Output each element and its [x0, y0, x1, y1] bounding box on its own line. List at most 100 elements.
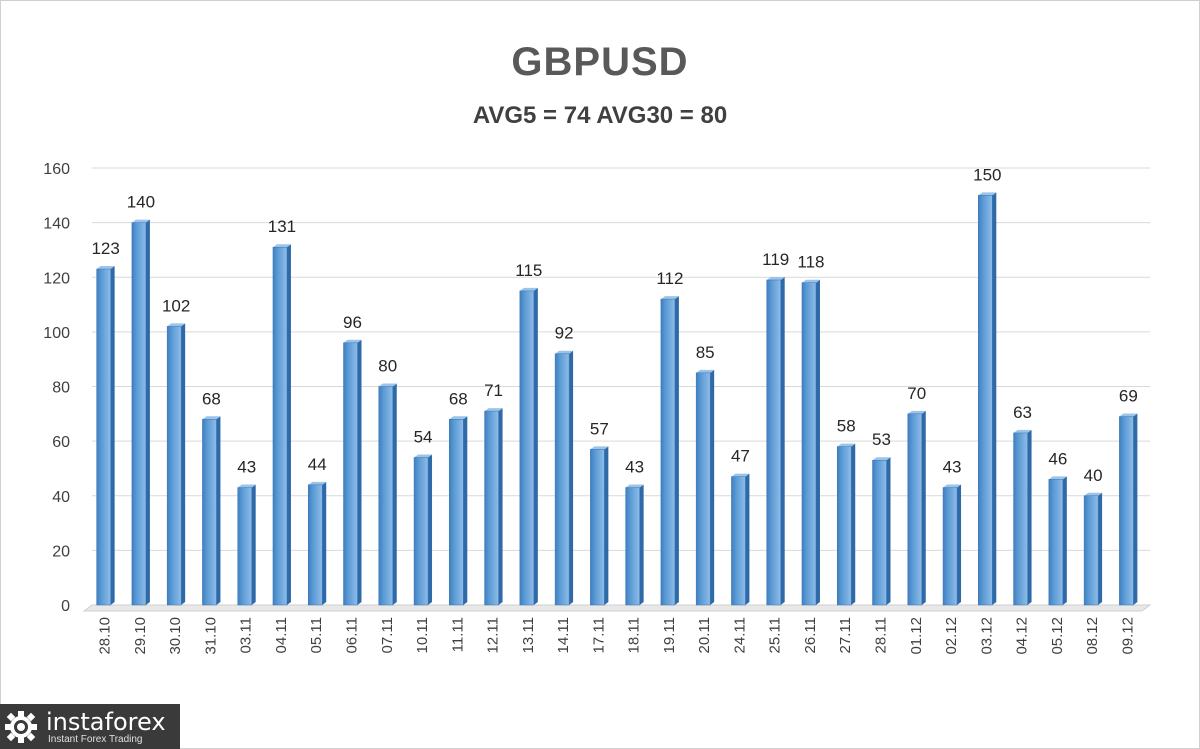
bar	[695, 372, 711, 606]
bar-top	[625, 484, 644, 488]
data-label: 54	[414, 428, 433, 447]
data-label: 118	[797, 253, 824, 272]
bar-top	[1119, 413, 1138, 417]
x-tick-label: 24.11	[731, 617, 748, 653]
bar	[554, 353, 570, 606]
data-label: 43	[943, 458, 962, 477]
bar	[872, 459, 887, 606]
y-tick-label: 0	[61, 598, 70, 615]
bar-side	[1027, 429, 1032, 605]
x-tick-label: 27.11	[837, 617, 854, 653]
bar-top	[660, 296, 679, 300]
x-tick-label: 04.11	[273, 617, 290, 653]
bar-side	[428, 454, 433, 605]
data-label: 58	[837, 417, 856, 436]
chart-title: GBPUSD	[511, 40, 689, 84]
data-label: 123	[91, 239, 119, 258]
bar-top	[308, 481, 327, 485]
x-tick-label: 09.12	[1119, 617, 1136, 655]
bar	[378, 386, 394, 606]
bar	[519, 290, 535, 606]
bar-side	[533, 287, 538, 605]
data-label: 70	[907, 384, 926, 403]
bar	[731, 476, 746, 606]
bar-top	[167, 323, 186, 327]
y-tick-label: 140	[43, 216, 70, 233]
x-tick-label: 12.11	[485, 617, 502, 653]
y-tick-label: 20	[52, 543, 70, 560]
y-tick-label: 60	[52, 434, 70, 451]
x-tick-label: 01.12	[908, 617, 925, 655]
bar	[237, 487, 252, 606]
data-label: 150	[973, 165, 1001, 184]
bar	[942, 487, 958, 606]
bar-top	[590, 446, 609, 450]
bar	[801, 282, 817, 606]
bar-top	[1013, 429, 1032, 433]
x-tick-label: 20.11	[696, 617, 713, 653]
bar-top	[907, 410, 926, 414]
data-label: 69	[1119, 387, 1138, 406]
bar-top	[837, 443, 856, 447]
chart-subtitle: AVG5 = 74 AVG30 = 80	[472, 102, 728, 129]
y-tick-label: 160	[43, 161, 70, 178]
y-tick-label: 100	[43, 325, 70, 342]
data-label: 85	[696, 343, 715, 362]
x-tick-label: 29.10	[132, 617, 149, 655]
x-tick-label: 03.12	[978, 617, 995, 655]
data-label: 71	[484, 381, 503, 400]
bar-side	[957, 484, 962, 605]
x-tick-label: 17.11	[590, 617, 607, 653]
bar-top	[519, 287, 538, 291]
data-label: 140	[127, 193, 155, 212]
x-tick-label: 05.11	[308, 617, 325, 653]
x-tick-label: 28.11	[873, 617, 890, 653]
x-tick-label: 07.11	[379, 617, 396, 653]
instaforex-logo: instaforex Instant Forex Trading	[0, 704, 180, 749]
bar-top	[872, 457, 891, 461]
data-label: 63	[1013, 403, 1032, 422]
bar-top	[96, 266, 115, 270]
bar-top	[378, 383, 397, 387]
bar-side	[639, 484, 644, 605]
chart-floor	[82, 604, 1152, 612]
bar-top	[943, 484, 962, 488]
bar	[413, 457, 429, 606]
bar-side	[710, 369, 715, 605]
bar	[484, 410, 499, 606]
data-label: 53	[872, 430, 891, 449]
x-tick-label: 30.10	[167, 617, 184, 655]
bar-side	[1062, 476, 1067, 605]
bar-top	[555, 350, 574, 354]
bar-side	[357, 339, 362, 605]
bar-top	[237, 484, 256, 488]
bar	[1083, 495, 1099, 606]
bar-side	[216, 416, 221, 605]
bar-top	[484, 408, 503, 412]
y-tick-label: 40	[52, 489, 70, 506]
bar-side	[463, 416, 468, 605]
bar-top	[449, 416, 468, 420]
data-label: 115	[515, 261, 542, 280]
x-tick-label: 11.11	[449, 617, 466, 652]
x-tick-label: 10.11	[414, 617, 431, 653]
data-label: 92	[555, 324, 574, 343]
logo-tagline: Instant Forex Trading	[48, 734, 143, 745]
data-label: 68	[202, 389, 221, 408]
logo-brand: instaforex	[46, 708, 166, 736]
bar	[907, 413, 923, 606]
data-label: 47	[731, 447, 750, 466]
data-label: 46	[1048, 449, 1067, 468]
data-label: 57	[590, 419, 609, 438]
bar	[836, 446, 852, 606]
bar	[766, 279, 781, 606]
bar-side	[745, 473, 750, 605]
x-tick-label: 26.11	[802, 617, 819, 653]
bar-top	[801, 279, 820, 283]
bar-side	[286, 244, 291, 606]
x-tick-label: 02.12	[943, 617, 960, 655]
bar	[449, 419, 464, 606]
bar-side	[921, 410, 926, 605]
